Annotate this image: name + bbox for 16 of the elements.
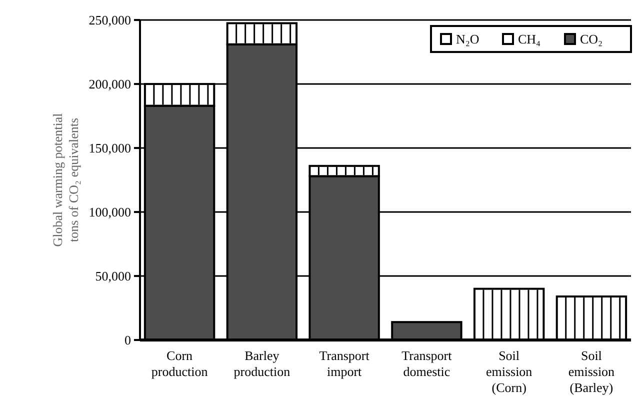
- legend-label: CO₂: [580, 32, 603, 46]
- x-tick-label: Transport domestic: [402, 348, 452, 379]
- x-tick-label: Transport import: [319, 348, 370, 379]
- x-tick-label: Soil emission (Corn): [486, 348, 533, 395]
- x-tick-label: Corn production: [151, 348, 208, 379]
- x-tick-label: Soil emission (Barley): [568, 348, 616, 395]
- y-tick-label: 0: [124, 332, 131, 348]
- y-tick-label: 150,000: [88, 140, 131, 156]
- y-tick-label: 50,000: [95, 268, 131, 284]
- legend-label: CH₄: [518, 32, 542, 46]
- legend-label: N₂O: [456, 32, 480, 46]
- y-tick-label: 250,000: [88, 12, 131, 28]
- x-tick-label: Barley production: [234, 348, 291, 379]
- y-tick-label: 200,000: [88, 76, 131, 92]
- y-tick-label: 100,000: [88, 204, 131, 220]
- y-axis-title: Global warming potential tons of CO₂ equivalents: [50, 112, 81, 247]
